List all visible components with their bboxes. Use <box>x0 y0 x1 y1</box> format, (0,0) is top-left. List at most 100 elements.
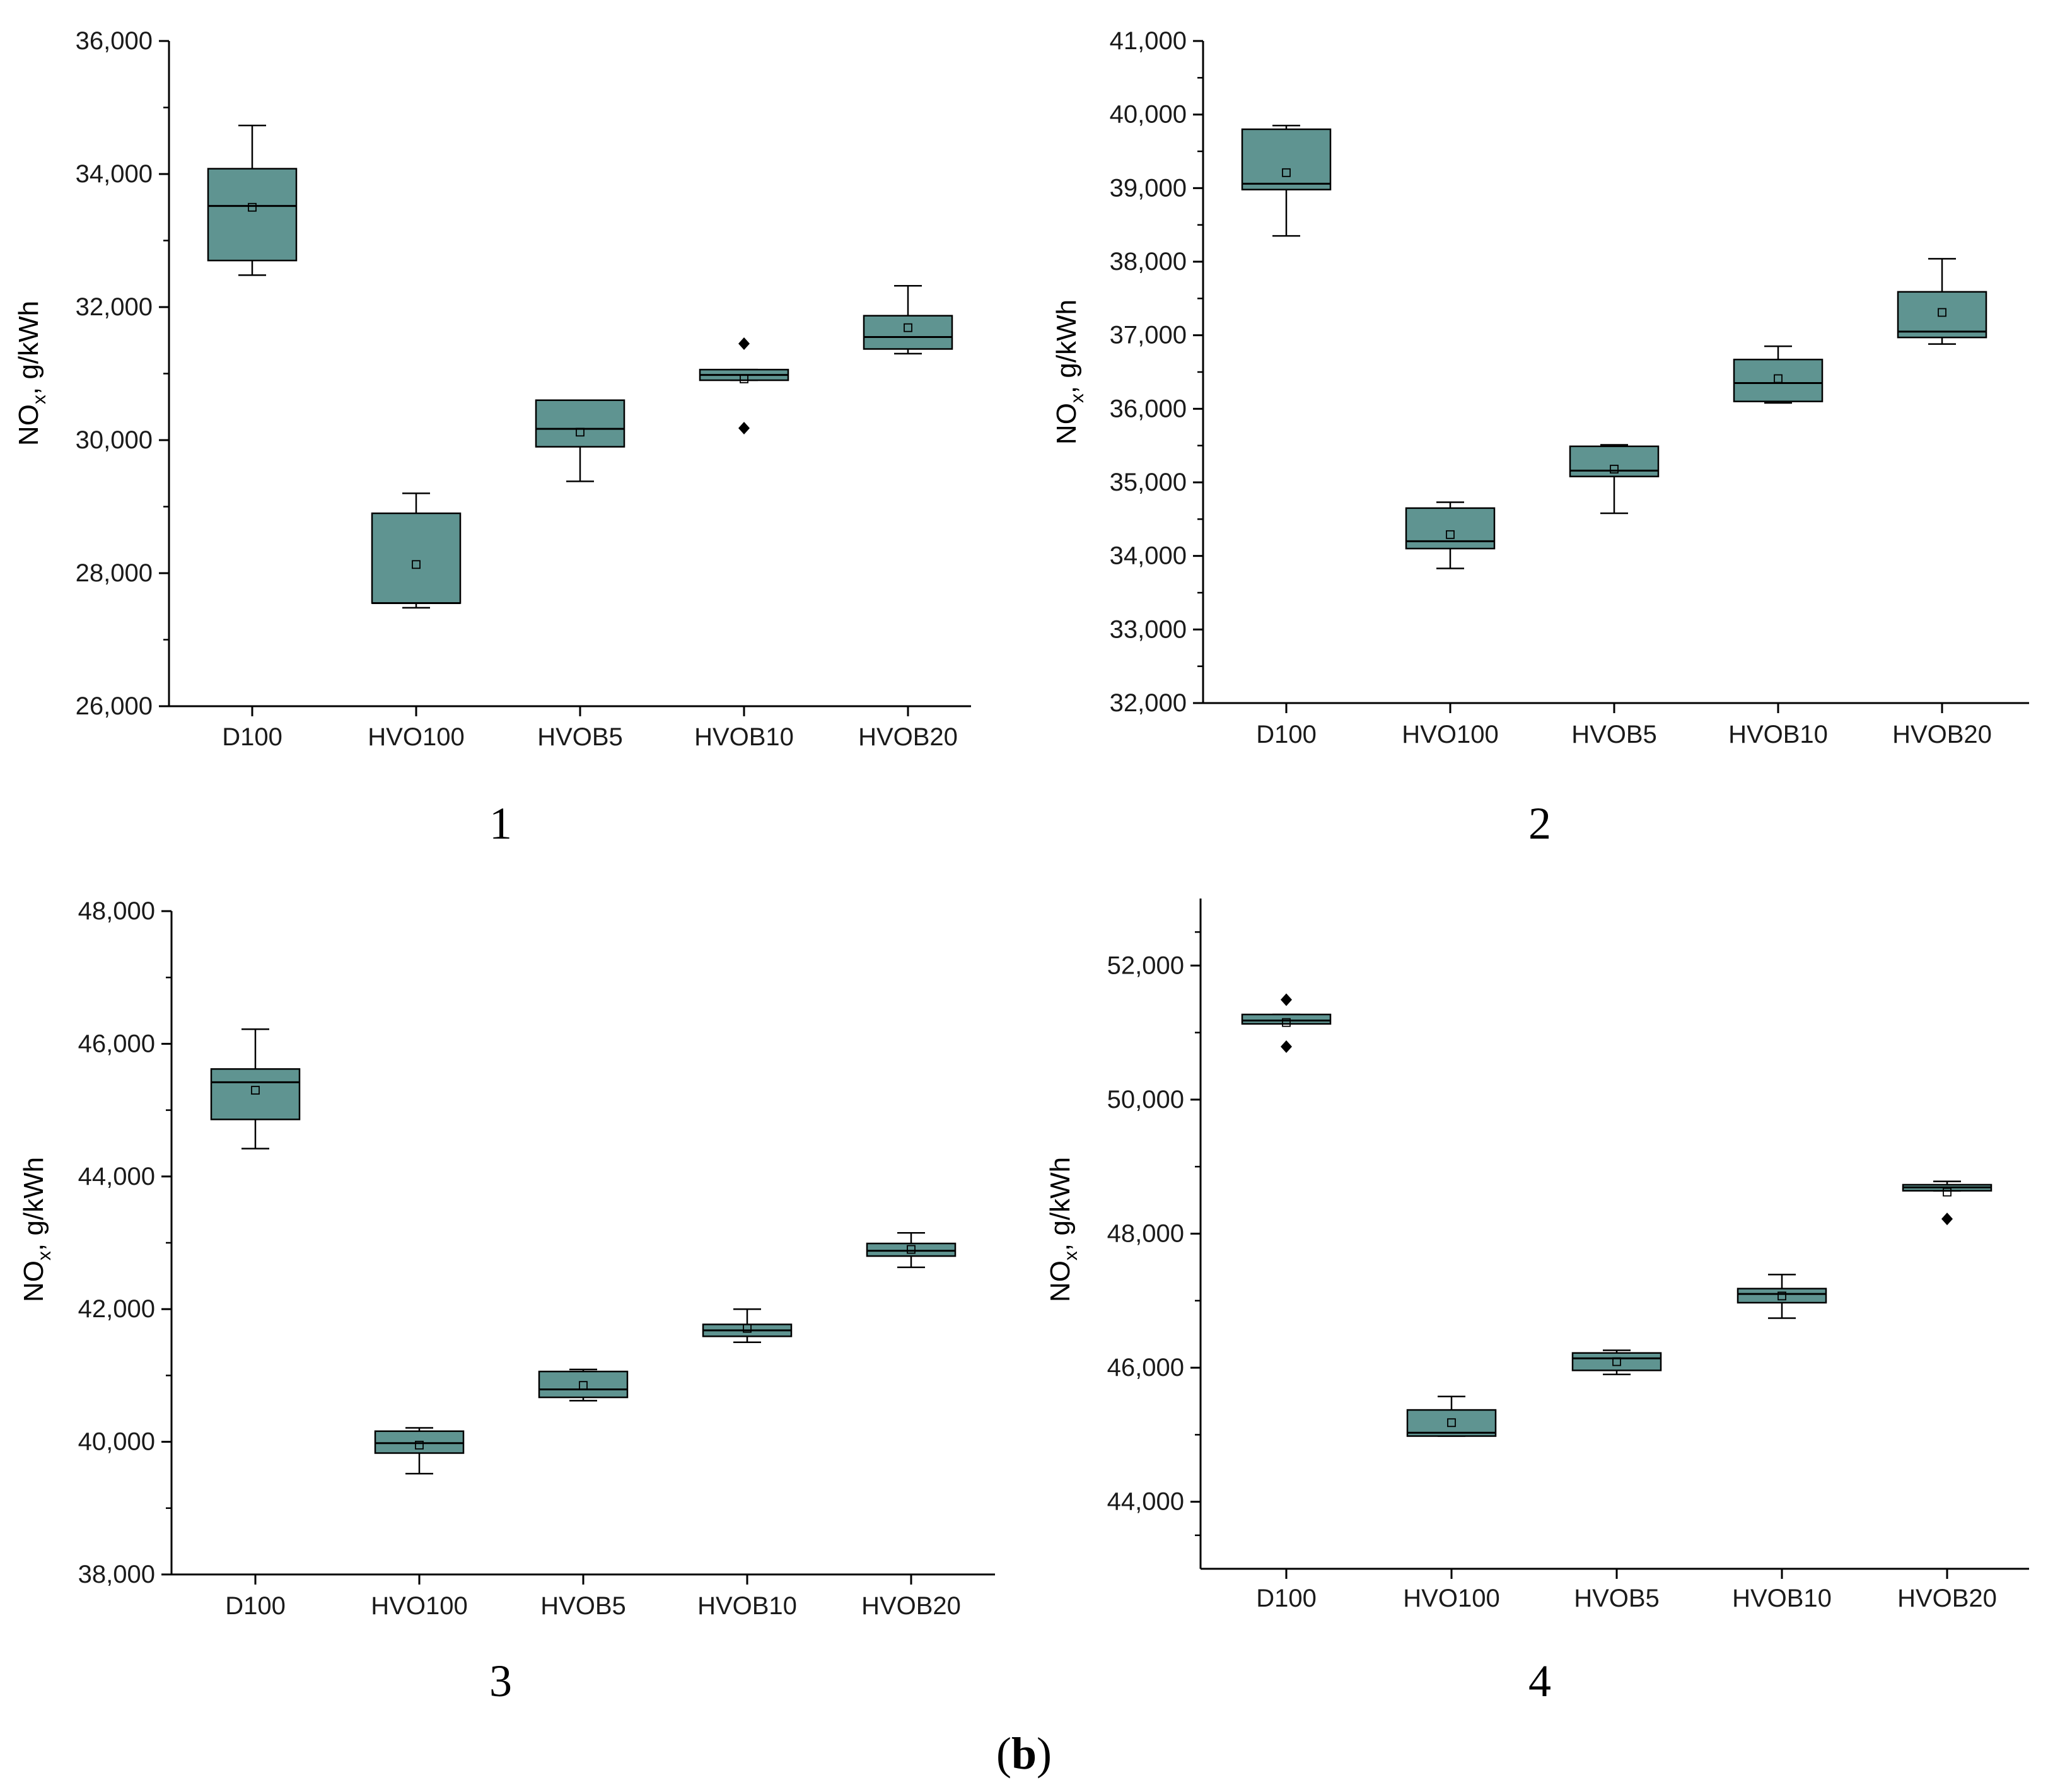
y-title-unit: , g/kWh <box>18 1157 49 1251</box>
y-title-main: NO <box>1051 403 1082 445</box>
x-category-label: D100 <box>222 723 282 751</box>
box-iqr <box>1897 291 1987 339</box>
y-axis-title: NOx, g/kWh <box>13 301 50 446</box>
y-tick-label: 33,000 <box>1110 615 1187 643</box>
x-category-label: D100 <box>225 1592 286 1620</box>
mean-marker <box>1282 168 1291 177</box>
box-iqr <box>863 315 953 350</box>
x-category-label: HVOB5 <box>540 1592 626 1620</box>
mean-marker <box>1610 465 1619 474</box>
box-iqr <box>207 168 298 262</box>
y-title-unit: , g/kWh <box>1045 1157 1076 1251</box>
panel-number: 2 <box>1528 798 1551 849</box>
mean-marker <box>412 560 421 569</box>
x-category-label: D100 <box>1256 1585 1317 1612</box>
y-tick-label: 48,000 <box>1107 1220 1184 1248</box>
y-title-unit: , g/kWh <box>13 301 44 395</box>
y-tick-label: 44,000 <box>1107 1488 1184 1516</box>
y-axis-title: NOx, g/kWh <box>18 1157 55 1302</box>
x-category-label: HVOB20 <box>1897 1585 1997 1612</box>
y-tick-label: 32,000 <box>76 293 153 321</box>
y-tick-label: 32,000 <box>1110 689 1187 717</box>
y-tick-label: 40,000 <box>1110 101 1187 129</box>
figure-label-close: ) <box>1037 1728 1052 1779</box>
box-iqr <box>1406 1409 1497 1437</box>
mean-marker <box>251 1086 260 1095</box>
y-tick-label: 46,000 <box>1107 1354 1184 1382</box>
y-tick-label: 37,000 <box>1110 322 1187 349</box>
outlier-point <box>1941 1213 1953 1226</box>
panel-number: 3 <box>489 1656 512 1706</box>
x-category-label: HVOB20 <box>861 1592 961 1620</box>
y-tick-label: 36,000 <box>1110 395 1187 422</box>
mean-marker <box>1777 1291 1786 1301</box>
y-title-subscript: x <box>34 1251 55 1260</box>
x-category-label: HVOB5 <box>1571 721 1657 748</box>
mean-marker <box>248 202 257 212</box>
box-iqr <box>1405 507 1496 550</box>
panel-number: 4 <box>1528 1656 1551 1706</box>
x-category-label: D100 <box>1256 721 1317 748</box>
y-tick-label: 26,000 <box>76 692 153 720</box>
x-category-label: HVO100 <box>371 1592 467 1620</box>
box-iqr <box>866 1242 957 1257</box>
x-category-label: HVOB10 <box>697 1592 797 1620</box>
y-axis-title: NOx, g/kWh <box>1051 300 1088 445</box>
y-tick-label: 34,000 <box>1110 542 1187 570</box>
figure-label: (b) <box>996 1728 1052 1779</box>
box-iqr <box>1733 358 1824 402</box>
y-tick-label: 34,000 <box>76 160 153 188</box>
y-tick-label: 38,000 <box>78 1561 155 1588</box>
panel-number: 1 <box>489 798 512 849</box>
boxplot-panel-1: 26,000 28,000 30,000 32,000 34,000 36,000 NOx,… <box>13 27 971 849</box>
y-tick-label: 40,000 <box>78 1428 155 1456</box>
y-tick-label: 50,000 <box>1107 1086 1184 1114</box>
y-title-subscript: x <box>29 395 50 404</box>
mean-marker <box>1774 374 1783 383</box>
y-tick-label: 35,000 <box>1110 468 1187 496</box>
box-iqr <box>1571 1352 1662 1371</box>
outlier-point <box>738 337 750 351</box>
mean-marker <box>904 323 912 332</box>
outlier-point <box>1281 1040 1292 1053</box>
x-category-label: HVOB5 <box>1574 1585 1660 1612</box>
x-category-label: HVOB10 <box>694 723 794 751</box>
box-iqr <box>374 1430 465 1454</box>
x-category-label: HVO100 <box>1403 1585 1499 1612</box>
x-category-label: HVO100 <box>368 723 464 751</box>
boxplot-panel-4: 44,000 46,000 48,000 50,000 52,000 NOx, g/kWh… <box>1045 899 2029 1706</box>
x-category-label: HVOB20 <box>1892 721 1992 748</box>
outlier-point <box>738 422 750 435</box>
mean-marker <box>415 1440 424 1450</box>
mean-marker <box>743 1324 752 1333</box>
y-tick-label: 42,000 <box>78 1295 155 1323</box>
y-title-main: NO <box>1045 1260 1076 1302</box>
figure-label-open: ( <box>996 1728 1011 1779</box>
y-tick-label: 38,000 <box>1110 248 1187 276</box>
y-tick-label: 52,000 <box>1107 951 1184 979</box>
mean-marker <box>579 1381 588 1390</box>
mean-marker <box>740 375 748 383</box>
y-tick-label: 48,000 <box>78 897 155 925</box>
box-iqr <box>535 399 625 448</box>
y-title-main: NO <box>13 404 44 446</box>
mean-marker <box>1447 1418 1456 1428</box>
y-axis-title: NOx, g/kWh <box>1045 1157 1081 1302</box>
boxplot-panel-2: 32,000 33,000 34,000 35,000 36,000 37,000 38,0… <box>1051 27 2029 849</box>
figure-label-letter: b <box>1011 1728 1037 1779</box>
x-category-label: HVOB10 <box>1732 1585 1832 1612</box>
y-title-subscript: x <box>1061 1251 1081 1260</box>
box-iqr <box>1569 445 1660 477</box>
mean-marker <box>1446 530 1455 539</box>
y-tick-label: 28,000 <box>76 559 153 587</box>
box-iqr <box>1241 128 1332 190</box>
x-category-label: HVO100 <box>1402 721 1498 748</box>
boxplot-panel-3: 38,000 40,000 42,000 44,000 46,000 48,000 NOx,… <box>18 897 995 1706</box>
x-category-label: HVOB5 <box>537 723 623 751</box>
box-iqr <box>538 1370 629 1399</box>
y-tick-label: 30,000 <box>76 426 153 454</box>
x-category-label: HVOB10 <box>1728 721 1828 748</box>
mean-marker <box>576 428 585 437</box>
box-iqr <box>1737 1288 1827 1304</box>
